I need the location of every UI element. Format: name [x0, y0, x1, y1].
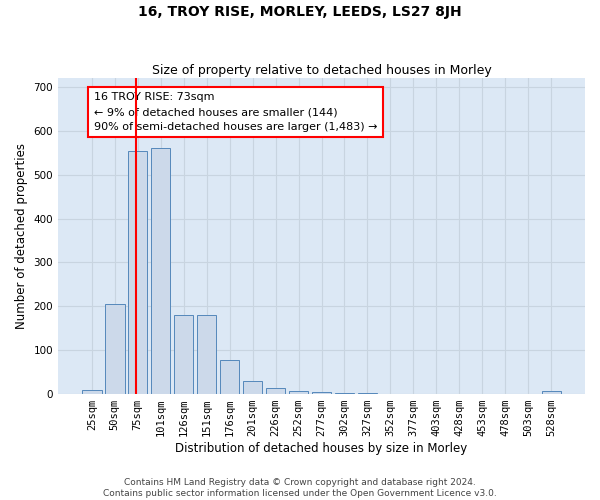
Bar: [542, 392, 561, 394]
Bar: [266, 388, 286, 394]
Bar: [220, 360, 239, 394]
Y-axis label: Number of detached properties: Number of detached properties: [15, 143, 28, 329]
Bar: [289, 390, 308, 394]
X-axis label: Distribution of detached houses by size in Morley: Distribution of detached houses by size …: [175, 442, 467, 455]
Text: 16 TROY RISE: 73sqm
← 9% of detached houses are smaller (144)
90% of semi-detach: 16 TROY RISE: 73sqm ← 9% of detached hou…: [94, 92, 377, 132]
Title: Size of property relative to detached houses in Morley: Size of property relative to detached ho…: [152, 64, 491, 77]
Bar: [358, 393, 377, 394]
Bar: [335, 393, 354, 394]
Text: 16, TROY RISE, MORLEY, LEEDS, LS27 8JH: 16, TROY RISE, MORLEY, LEEDS, LS27 8JH: [138, 5, 462, 19]
Bar: [197, 315, 217, 394]
Bar: [82, 390, 101, 394]
Bar: [243, 381, 262, 394]
Bar: [174, 315, 193, 394]
Bar: [105, 304, 125, 394]
Bar: [312, 392, 331, 394]
Bar: [151, 148, 170, 394]
Text: Contains HM Land Registry data © Crown copyright and database right 2024.
Contai: Contains HM Land Registry data © Crown c…: [103, 478, 497, 498]
Bar: [128, 150, 148, 394]
